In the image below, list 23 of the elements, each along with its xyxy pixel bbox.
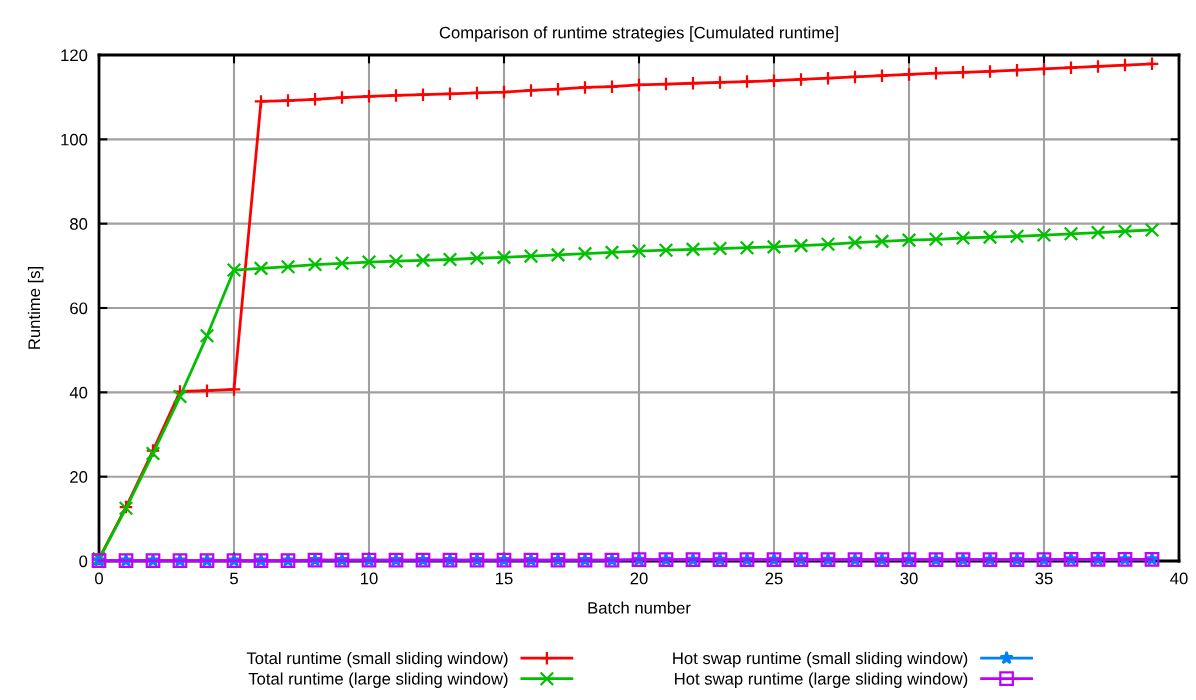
y-axis-title: Runtime [s] — [27, 267, 44, 349]
x-tick-label: 10 — [361, 572, 378, 585]
legend-label: Total runtime (large sliding window) — [248, 672, 508, 688]
x-tick-label: 20 — [630, 572, 648, 585]
chart-title: Comparison of runtime strategies [Cumulated runtime] — [439, 26, 838, 42]
y-tick-label: 40 — [69, 386, 88, 399]
y-tick-label: 60 — [70, 302, 88, 315]
legend-label: Hot swap runtime (small sliding window) — [673, 651, 968, 668]
legend-label: Hot swap runtime (large sliding window) — [675, 672, 968, 688]
y-tick-label: 0 — [79, 555, 88, 568]
x-tick-label: 40 — [1170, 572, 1188, 585]
x-tick-label: 15 — [496, 572, 513, 585]
x-tick-label: 25 — [765, 572, 783, 585]
legend-label: Total runtime (small sliding window) — [246, 651, 508, 668]
y-tick-label: 20 — [70, 471, 88, 483]
x-tick-label: 35 — [1035, 572, 1053, 585]
x-tick-label: 0 — [95, 572, 103, 585]
y-tick-label: 80 — [70, 218, 88, 230]
x-axis-title: Batch number — [588, 601, 691, 614]
x-tick-label: 5 — [230, 572, 238, 585]
y-tick-label: 120 — [61, 49, 88, 62]
y-tick-label: 100 — [61, 133, 88, 146]
x-tick-label: 30 — [900, 572, 918, 585]
